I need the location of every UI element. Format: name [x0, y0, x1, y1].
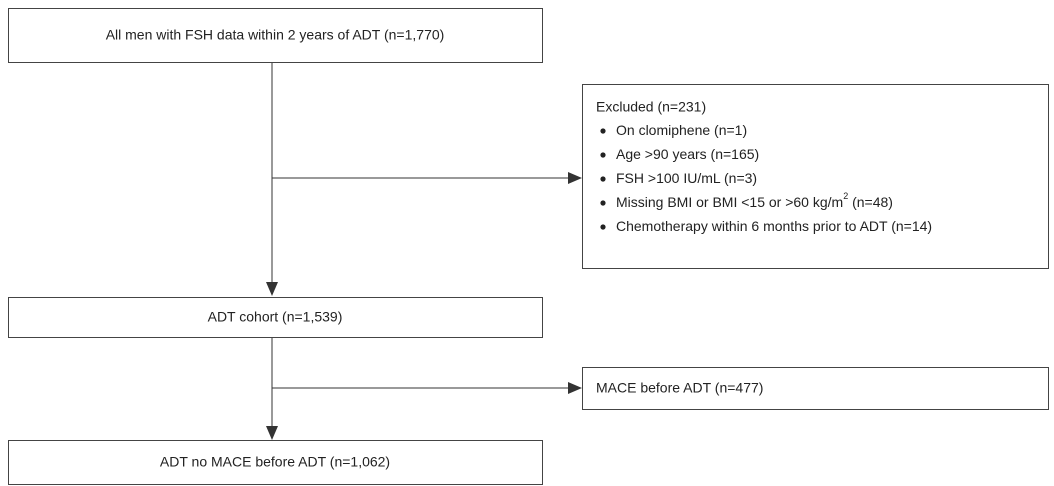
excluded-item: Age >90 years (n=165): [616, 146, 759, 162]
item-text: On clomiphene (n=1): [616, 122, 747, 138]
arrowhead: [266, 426, 278, 440]
item-text: Chemotherapy within 6 months prior to AD…: [616, 218, 932, 234]
bullet: [600, 224, 606, 230]
item-after: (n=48): [848, 194, 893, 210]
item-text: Age >90 years (n=165): [616, 146, 759, 162]
node-label: All men with FSH data within 2 years of …: [106, 27, 445, 43]
side-box: [582, 367, 1049, 410]
arrowhead: [266, 282, 278, 296]
excluded-title: Excluded (n=231): [596, 99, 706, 115]
node-box: [8, 297, 543, 338]
excluded-item: On clomiphene (n=1): [616, 122, 747, 138]
item-sup: 2: [843, 191, 848, 201]
arrowhead: [568, 172, 582, 184]
node-box: [8, 440, 543, 485]
item-text: FSH >100 IU/mL (n=3): [616, 170, 757, 186]
arrowhead: [568, 382, 582, 394]
bullet: [600, 152, 606, 158]
node-box: [8, 8, 543, 63]
node-label: ADT cohort (n=1,539): [208, 309, 343, 325]
excluded-item: FSH >100 IU/mL (n=3): [616, 170, 757, 186]
excluded-item: Chemotherapy within 6 months prior to AD…: [616, 218, 932, 234]
node-label: ADT no MACE before ADT (n=1,062): [160, 454, 390, 470]
side-label: MACE before ADT (n=477): [596, 380, 763, 396]
bullet: [600, 128, 606, 134]
bullet: [600, 176, 606, 182]
excluded-list: On clomiphene (n=1) Age >90 years (n=165)…: [600, 122, 932, 234]
item-text: Missing BMI or BMI <15 or >60 kg/m: [616, 194, 843, 210]
excluded-box: [582, 84, 1049, 269]
excluded-item: Missing BMI or BMI <15 or >60 kg/m2 (n=4…: [616, 191, 893, 209]
bullet: [600, 200, 606, 206]
